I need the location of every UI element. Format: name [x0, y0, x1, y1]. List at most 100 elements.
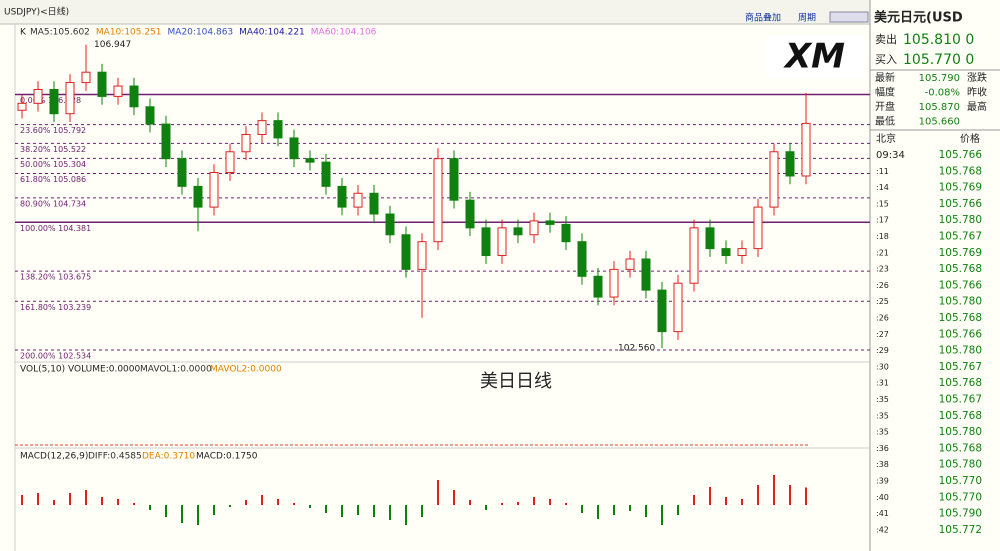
- ma-label: MA10:105.251: [96, 28, 162, 38]
- candle-body: [513, 227, 523, 236]
- candle-body: [737, 248, 747, 257]
- mavol2: MAVOL2:0.0000: [210, 365, 282, 375]
- candle-body: [49, 88, 59, 115]
- quote-price: 105.810 0: [903, 32, 974, 48]
- quote-price: 105.770 0: [903, 52, 974, 68]
- tick-price: 105.772: [939, 524, 982, 536]
- k-label: K: [20, 28, 27, 38]
- list-head: 北京: [876, 132, 896, 145]
- tick-price: 105.768: [939, 410, 982, 422]
- tick-price: 105.767: [939, 361, 982, 373]
- stat-value: 105.790: [919, 73, 960, 84]
- candle-body: [273, 120, 283, 139]
- tick-time: :30: [876, 362, 889, 371]
- candle-body: [241, 133, 251, 153]
- list-head: 价格: [960, 132, 980, 145]
- fib-label: 200.00% 102.534: [20, 352, 91, 361]
- stat-label: 最高: [967, 100, 987, 113]
- quote-label: 买入: [875, 53, 897, 66]
- tick-price: 105.766: [939, 149, 983, 161]
- tick-time: :39: [876, 477, 889, 486]
- candle-body: [753, 206, 763, 250]
- macd-label: MACD(12,26,9): [20, 452, 88, 462]
- stat-label: 最低: [875, 115, 895, 128]
- tick-price: 105.768: [939, 377, 982, 389]
- tick-price: 105.768: [939, 442, 982, 454]
- candle-body: [625, 258, 635, 270]
- candle-body: [529, 220, 539, 236]
- tick-time: :14: [876, 183, 889, 192]
- fib-label: 50.00% 105.304: [20, 160, 86, 169]
- tick-price: 105.780: [939, 345, 982, 357]
- candle-body: [417, 241, 427, 270]
- tick-time: :35: [876, 395, 889, 404]
- candle-body: [209, 172, 219, 208]
- candle-body: [577, 241, 587, 277]
- fib-label: 38.20% 105.522: [20, 145, 86, 154]
- stat-label: 幅度: [875, 86, 895, 99]
- tick-time: :23: [876, 265, 889, 274]
- tick-price: 105.780: [939, 214, 982, 226]
- candle-body: [385, 213, 395, 236]
- tick-time: :17: [876, 216, 889, 225]
- tick-time: :41: [876, 509, 889, 518]
- quote-label: 卖出: [875, 32, 897, 46]
- toolbar: [0, 0, 870, 24]
- tick-time: :31: [876, 379, 889, 388]
- candle-body: [129, 85, 139, 108]
- candle-body: [657, 289, 667, 333]
- tick-time: :15: [876, 199, 889, 208]
- candle-body: [689, 227, 699, 284]
- stat-value: 105.660: [919, 117, 960, 128]
- tick-time: :40: [876, 493, 889, 502]
- fib-label: 23.60% 105.792: [20, 126, 86, 135]
- candle-body: [33, 88, 43, 104]
- stat-label: 开盘: [875, 100, 895, 113]
- candle-body: [785, 151, 795, 177]
- tick-price: 105.766: [939, 198, 983, 210]
- high-label: 106.947: [94, 40, 131, 50]
- candle-body: [145, 106, 155, 125]
- tick-price: 105.780: [939, 426, 982, 438]
- symbol: USDJPY)<日线): [4, 6, 69, 18]
- candle-body: [545, 220, 555, 225]
- candle-body: [641, 258, 651, 291]
- chart-title: 美日日线: [480, 371, 552, 392]
- candle-body: [305, 158, 315, 163]
- candle-body: [705, 227, 715, 250]
- fib-label: 138.20% 103.675: [20, 273, 91, 282]
- tick-price: 105.790: [939, 508, 982, 520]
- fib-label: 80.90% 104.734: [20, 199, 86, 208]
- tick-price: 105.769: [939, 182, 982, 194]
- tick-time: :38: [876, 460, 889, 469]
- fib-label: 61.80% 105.086: [20, 175, 86, 184]
- candle-body: [497, 227, 507, 257]
- candle-body: [65, 82, 75, 115]
- dea-label: DEA:0.3710: [142, 452, 195, 462]
- candle-body: [177, 158, 187, 187]
- tick-time: :21: [876, 248, 889, 257]
- panel-title: 美元日元(USD: [874, 10, 963, 26]
- ma-label: MA20:104.863: [168, 28, 234, 38]
- candle-body: [433, 158, 443, 243]
- stat-label: 涨跌: [967, 71, 987, 84]
- candle-body: [321, 161, 331, 187]
- candle-body: [289, 137, 299, 160]
- fib-label: 161.80% 103.239: [20, 303, 91, 312]
- candle-body: [673, 282, 683, 333]
- low-label: 102.560: [618, 344, 655, 354]
- overlay-button[interactable]: 商品叠加: [745, 12, 781, 24]
- candle-body: [369, 192, 379, 215]
- tick-time: :18: [876, 232, 889, 241]
- ma-label: MA40:104.221: [239, 28, 305, 38]
- window-buttons[interactable]: [829, 11, 869, 23]
- period-button[interactable]: 周期: [798, 13, 816, 24]
- tick-price: 105.769: [939, 247, 982, 259]
- candle-body: [401, 234, 411, 270]
- candle-body: [481, 227, 491, 257]
- diff-label: DIFF:0.4585: [88, 452, 142, 462]
- candle-body: [801, 122, 811, 177]
- candle-body: [193, 185, 203, 208]
- candle-body: [161, 123, 171, 160]
